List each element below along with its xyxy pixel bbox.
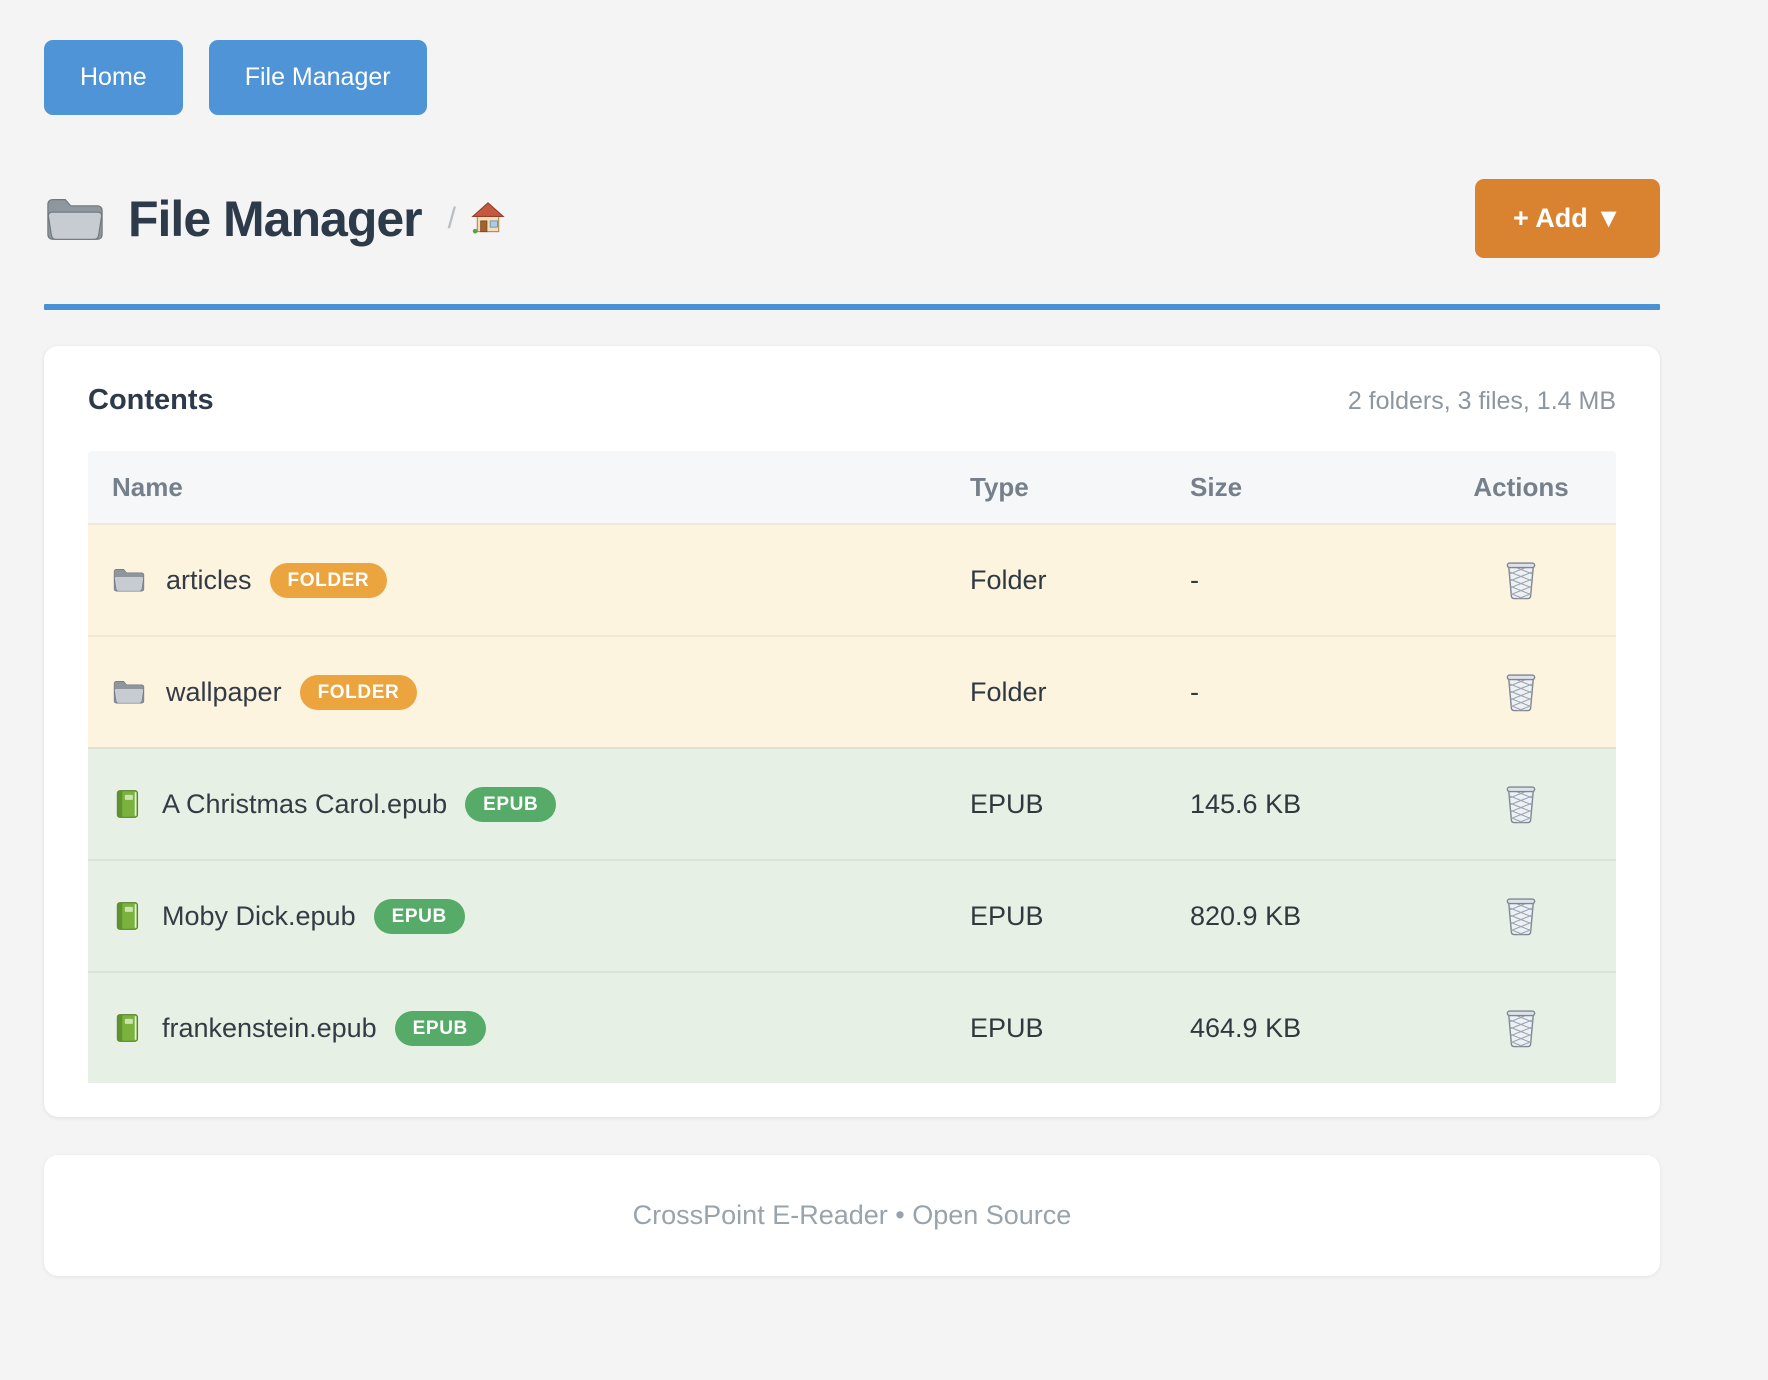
footer-card: CrossPoint E-Reader • Open Source bbox=[44, 1155, 1660, 1276]
item-name-link[interactable]: wallpaper bbox=[166, 676, 282, 707]
table-body: articles FOLDER Folder - bbox=[88, 523, 1616, 1083]
breadcrumb-home-link[interactable] bbox=[470, 200, 506, 237]
name-cell: articles FOLDER bbox=[88, 562, 970, 598]
title-group: File Manager / bbox=[44, 190, 1475, 248]
page-title: File Manager bbox=[128, 190, 423, 247]
column-header-size: Size bbox=[1190, 471, 1243, 502]
delete-button[interactable] bbox=[1499, 892, 1543, 940]
size-cell: 145.6 KB bbox=[1190, 788, 1302, 819]
nav-file-manager-button[interactable]: File Manager bbox=[208, 40, 427, 115]
actions-cell bbox=[1426, 556, 1616, 604]
file-table: Name Type Size Actions articles FOLDER F… bbox=[88, 451, 1616, 1083]
type-cell: EPUB bbox=[970, 1012, 1044, 1043]
add-button[interactable]: + Add ▼ bbox=[1475, 179, 1660, 258]
type-cell: EPUB bbox=[970, 900, 1044, 931]
type-badge: EPUB bbox=[465, 786, 557, 822]
card-title: Contents bbox=[88, 384, 214, 416]
delete-button[interactable] bbox=[1499, 668, 1543, 716]
trash-icon bbox=[1503, 786, 1539, 827]
green-book-icon bbox=[112, 900, 142, 932]
actions-cell bbox=[1426, 780, 1616, 828]
folder-icon bbox=[112, 566, 146, 594]
top-nav: Home File Manager bbox=[44, 40, 1660, 115]
type-badge: FOLDER bbox=[299, 674, 418, 710]
size-cell: - bbox=[1190, 676, 1199, 707]
trash-icon bbox=[1503, 562, 1539, 603]
type-badge: EPUB bbox=[373, 898, 465, 934]
size-cell: - bbox=[1190, 564, 1199, 595]
breadcrumb: / bbox=[448, 200, 506, 237]
title-divider bbox=[44, 304, 1660, 310]
actions-cell bbox=[1426, 892, 1616, 940]
home-icon bbox=[470, 200, 506, 237]
folder-icon bbox=[44, 193, 106, 245]
item-name-link[interactable]: frankenstein.epub bbox=[162, 1012, 377, 1043]
type-cell: Folder bbox=[970, 676, 1047, 707]
trash-icon bbox=[1503, 1010, 1539, 1051]
green-book-icon bbox=[112, 1012, 142, 1044]
green-book-icon bbox=[112, 788, 142, 820]
title-row: File Manager / + Add ▼ bbox=[44, 179, 1660, 258]
table-row: wallpaper FOLDER Folder - bbox=[88, 635, 1616, 747]
footer-text: CrossPoint E-Reader • Open Source bbox=[632, 1200, 1072, 1230]
type-badge: EPUB bbox=[394, 1010, 486, 1046]
name-cell: wallpaper FOLDER bbox=[88, 674, 970, 710]
card-header: Contents 2 folders, 3 files, 1.4 MB bbox=[88, 384, 1616, 417]
type-cell: Folder bbox=[970, 564, 1047, 595]
actions-cell bbox=[1426, 1004, 1616, 1052]
size-cell: 820.9 KB bbox=[1190, 900, 1302, 931]
table-row: frankenstein.epub EPUB EPUB 464.9 KB bbox=[88, 971, 1616, 1083]
trash-icon bbox=[1503, 674, 1539, 715]
trash-icon bbox=[1503, 898, 1539, 939]
table-row: articles FOLDER Folder - bbox=[88, 523, 1616, 635]
table-row: Moby Dick.epub EPUB EPUB 820.9 KB bbox=[88, 859, 1616, 971]
name-cell: A Christmas Carol.epub EPUB bbox=[88, 786, 970, 822]
actions-cell bbox=[1426, 668, 1616, 716]
contents-card: Contents 2 folders, 3 files, 1.4 MB Name… bbox=[44, 346, 1660, 1117]
column-header-name: Name bbox=[112, 471, 183, 502]
item-name-link[interactable]: articles bbox=[166, 564, 252, 595]
contents-summary: 2 folders, 3 files, 1.4 MB bbox=[1347, 387, 1616, 415]
name-cell: Moby Dick.epub EPUB bbox=[88, 898, 970, 934]
breadcrumb-separator: / bbox=[447, 201, 456, 235]
table-row: A Christmas Carol.epub EPUB EPUB 145.6 K… bbox=[88, 747, 1616, 859]
name-cell: frankenstein.epub EPUB bbox=[88, 1010, 970, 1046]
column-header-actions: Actions bbox=[1473, 471, 1569, 502]
size-cell: 464.9 KB bbox=[1190, 1012, 1302, 1043]
type-badge: FOLDER bbox=[269, 562, 388, 598]
delete-button[interactable] bbox=[1499, 780, 1543, 828]
table-header: Name Type Size Actions bbox=[88, 451, 1616, 523]
item-name-link[interactable]: A Christmas Carol.epub bbox=[162, 788, 448, 819]
folder-icon bbox=[112, 678, 146, 706]
type-cell: EPUB bbox=[970, 788, 1044, 819]
page-container: Home File Manager File Manager / bbox=[44, 0, 1660, 1276]
delete-button[interactable] bbox=[1499, 1004, 1543, 1052]
item-name-link[interactable]: Moby Dick.epub bbox=[162, 900, 356, 931]
column-header-type: Type bbox=[970, 471, 1029, 502]
delete-button[interactable] bbox=[1499, 556, 1543, 604]
nav-home-button[interactable]: Home bbox=[44, 40, 183, 115]
